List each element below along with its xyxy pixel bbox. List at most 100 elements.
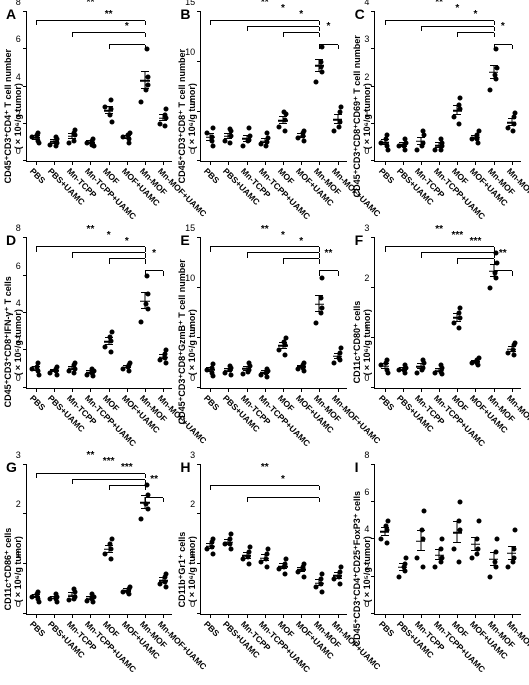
data-point	[421, 537, 426, 542]
data-point	[457, 315, 462, 320]
data-point	[331, 129, 336, 134]
panel-I: ICD45⁺CD3⁺CD4⁺CD25⁺FoxP3⁺ cells (×10⁵/g …	[353, 457, 525, 681]
data-point	[282, 109, 287, 114]
data-point	[108, 350, 113, 355]
significance-label: **	[150, 474, 158, 485]
data-point	[433, 565, 438, 570]
significance-label: **	[435, 0, 443, 8]
data-point	[421, 509, 426, 514]
data-point	[144, 301, 149, 306]
data-point	[438, 559, 443, 564]
data-point	[336, 124, 341, 129]
data-point	[246, 126, 251, 131]
data-point	[319, 589, 324, 594]
significance-label: **	[87, 224, 95, 235]
data-point	[89, 370, 94, 375]
y-tick-label: 1	[16, 549, 21, 559]
data-point	[438, 369, 443, 374]
data-point	[439, 546, 444, 551]
data-point	[222, 139, 227, 144]
data-point	[139, 320, 144, 325]
y-tick-label: 0	[190, 599, 195, 609]
significance-label: *	[299, 9, 303, 20]
data-point	[488, 574, 493, 579]
data-point	[494, 276, 499, 281]
plot-area: 02468*****	[26, 12, 173, 162]
data-point	[282, 339, 287, 344]
data-point	[109, 329, 114, 334]
data-point	[227, 127, 232, 132]
y-tick-label: 2	[364, 72, 369, 82]
data-point	[300, 365, 305, 370]
data-point	[336, 574, 341, 579]
data-point	[420, 358, 425, 363]
panel-B: BCD45⁺CD3⁺CD8⁺ T cell number (×10⁶/g tum…	[178, 4, 350, 228]
plot-area: 0123**********	[374, 238, 521, 388]
data-point	[102, 552, 107, 557]
data-point	[71, 131, 76, 136]
data-point	[108, 112, 113, 117]
significance-label: **	[261, 224, 269, 235]
data-point	[397, 574, 402, 579]
data-point	[402, 368, 407, 373]
data-point	[511, 546, 516, 551]
significance-label: *	[501, 21, 505, 32]
y-tick-label: 6	[16, 34, 21, 44]
data-point	[402, 565, 407, 570]
data-point	[109, 120, 114, 125]
data-point	[54, 135, 59, 140]
data-point	[457, 325, 462, 330]
data-point	[247, 562, 252, 567]
data-point	[282, 129, 287, 134]
data-point	[146, 82, 151, 87]
data-point	[163, 584, 168, 589]
data-point	[228, 134, 233, 139]
y-tick-label: 8	[16, 223, 21, 233]
significance-label: **	[87, 0, 95, 8]
y-axis-label: CD45⁺CD3⁺CD8⁺ T cell number (×10⁶/g tumo…	[178, 4, 198, 228]
data-point	[456, 103, 461, 108]
data-point	[126, 133, 131, 138]
y-tick-label: 5	[190, 97, 195, 107]
data-point	[109, 97, 114, 102]
significance-label: ***	[451, 230, 463, 241]
data-point	[227, 363, 232, 368]
data-point	[228, 141, 233, 146]
data-point	[493, 73, 498, 78]
data-point	[126, 589, 131, 594]
significance-label: *	[327, 21, 331, 32]
data-point	[35, 592, 40, 597]
plot-area: 01234*****	[374, 12, 521, 162]
data-point	[102, 105, 107, 110]
panel-A: ACD45⁺CD3⁺CD4⁺ T cell number (×10⁶/g tum…	[4, 4, 176, 228]
data-point	[144, 88, 149, 93]
significance-label: **	[87, 450, 95, 461]
data-point	[511, 348, 516, 353]
plot-area: 02468	[374, 465, 521, 615]
data-point	[493, 550, 498, 555]
y-tick-label: 10	[185, 273, 195, 283]
data-point	[385, 518, 390, 523]
data-point	[331, 360, 336, 365]
y-tick-label: 5	[190, 323, 195, 333]
y-axis-label: CD45⁺CD3⁺CD8⁺GzmB⁺ T cell number (×10⁵/g…	[178, 230, 198, 454]
data-point	[300, 567, 305, 572]
data-point	[384, 144, 389, 149]
data-point	[506, 125, 511, 130]
data-point	[227, 542, 232, 547]
data-point	[457, 559, 462, 564]
data-point	[320, 44, 325, 49]
plot-area: 0123**********	[26, 465, 173, 615]
y-tick-label: 2	[190, 499, 195, 509]
data-point	[456, 518, 461, 523]
data-point	[53, 368, 58, 373]
data-point	[265, 564, 270, 569]
data-point	[439, 363, 444, 368]
plot-area: 0123***	[200, 465, 347, 615]
data-point	[89, 138, 94, 143]
y-tick-label: 6	[16, 261, 21, 271]
data-point	[222, 370, 227, 375]
y-tick-label: 1	[190, 549, 195, 559]
y-axis-label: CD45⁺CD3⁺CD4⁺CD25⁺FoxP3⁺ cells (×10⁵/g t…	[353, 457, 373, 681]
data-point	[475, 537, 480, 542]
